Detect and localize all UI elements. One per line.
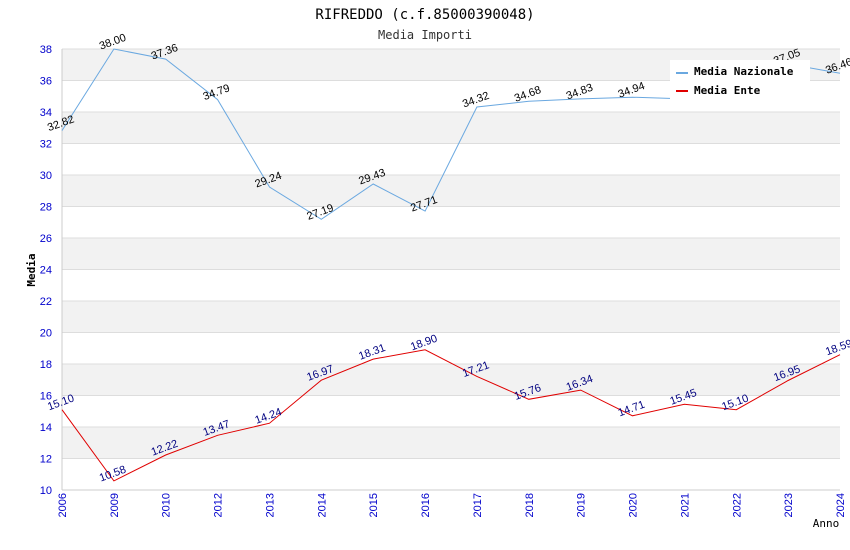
x-tick-label: 2019 — [576, 493, 588, 517]
grid-band — [62, 364, 840, 396]
chart-subtitle: Media Importi — [378, 28, 472, 42]
y-tick-label: 22 — [40, 296, 52, 308]
grid-band — [62, 175, 840, 207]
x-tick-label: 2023 — [783, 493, 795, 517]
grid-bands — [62, 49, 840, 459]
series-line-ente — [61, 349, 841, 482]
x-tick-label: 2006 — [57, 493, 69, 517]
legend-label-nazionale: Media Nazionale — [694, 65, 794, 78]
y-axis-label: Media — [25, 253, 38, 286]
x-tick-label: 2016 — [420, 493, 432, 517]
y-tick-label: 38 — [40, 44, 52, 56]
legend-label-ente: Media Ente — [694, 84, 761, 97]
x-tick-label: 2021 — [679, 493, 691, 517]
y-tick-label: 20 — [40, 328, 52, 340]
data-label: 34.32 — [461, 90, 491, 111]
grid-band — [62, 301, 840, 333]
y-tick-label: 34 — [40, 107, 52, 119]
y-tick-label: 14 — [40, 422, 52, 434]
x-tick-label: 2009 — [109, 493, 121, 517]
grid-band — [62, 112, 840, 144]
y-tick-label: 26 — [40, 233, 52, 245]
grid-band — [62, 238, 840, 270]
grid-lines — [62, 48, 840, 491]
data-label: 14.71 — [617, 399, 647, 420]
axes — [61, 49, 840, 491]
y-tick-label: 10 — [40, 485, 52, 497]
x-tick-label: 2012 — [213, 493, 225, 517]
data-label: 18.59 — [824, 338, 850, 359]
grid-band — [62, 427, 840, 459]
legend-box — [670, 60, 810, 100]
x-axis-label: Anno — [813, 517, 840, 530]
chart-title: RIFREDDO (c.f.85000390048) — [315, 7, 534, 23]
x-tick-label: 2013 — [264, 493, 276, 517]
y-axis-ticks: 10 12 14 16 18 20 22 24 26 28 30 32 34 36 38 — [40, 44, 52, 497]
x-tick-label: 2017 — [472, 493, 484, 517]
x-tick-label: 2015 — [368, 493, 380, 517]
y-tick-label: 12 — [40, 454, 52, 466]
x-axis-ticks: 2006 2009 2010 2012 2013 2014 2015 2016 2017 2018… — [57, 493, 847, 517]
chart-legend: Media Nazionale Media Ente — [670, 60, 810, 100]
x-tick-label: 2010 — [161, 493, 173, 517]
x-tick-label: 2018 — [524, 493, 536, 517]
data-label: 10.58 — [98, 464, 128, 485]
y-tick-label: 18 — [40, 359, 52, 371]
y-tick-label: 36 — [40, 76, 52, 88]
y-tick-label: 30 — [40, 170, 52, 182]
y-tick-label: 32 — [40, 139, 52, 151]
x-tick-label: 2020 — [628, 493, 640, 517]
x-tick-label: 2024 — [835, 493, 847, 517]
y-tick-label: 16 — [40, 391, 52, 403]
y-tick-label: 28 — [40, 202, 52, 214]
x-tick-label: 2022 — [731, 493, 743, 517]
y-tick-label: 24 — [40, 265, 52, 277]
data-label: 34.79 — [202, 82, 232, 103]
x-tick-label: 2014 — [316, 493, 328, 517]
